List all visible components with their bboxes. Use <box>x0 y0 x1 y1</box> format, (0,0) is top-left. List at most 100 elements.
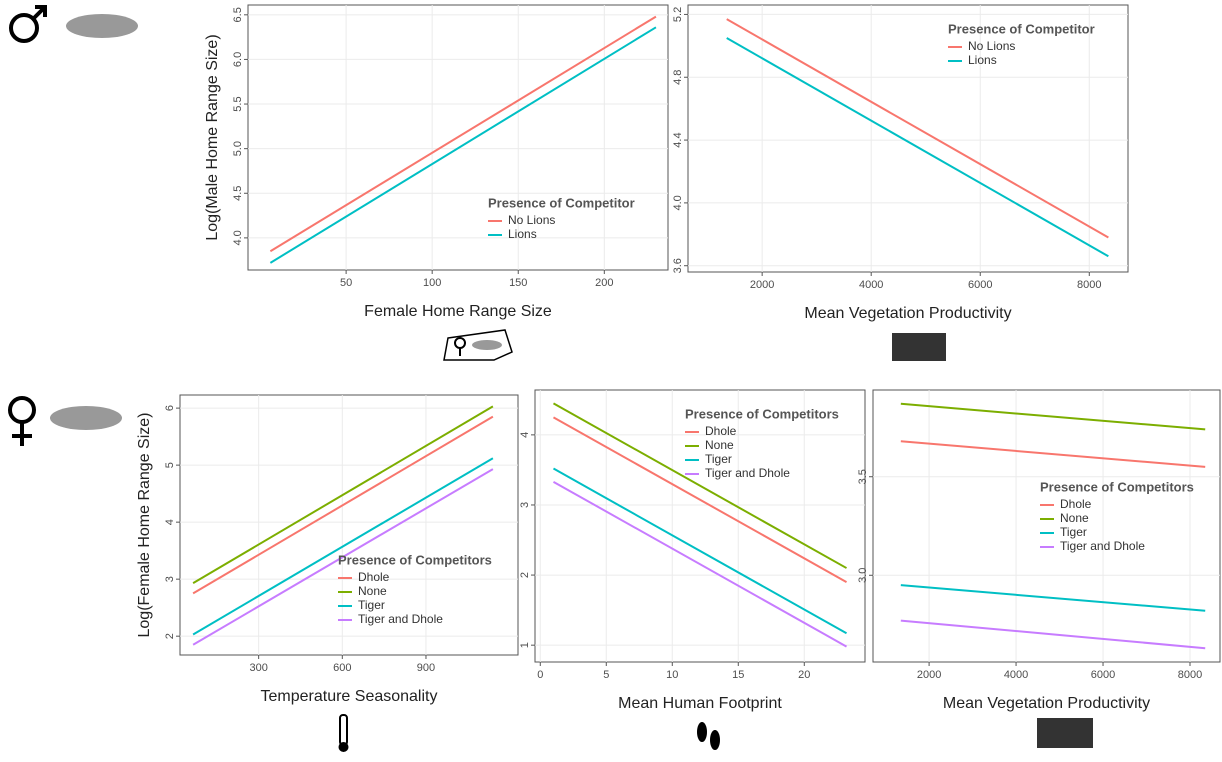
series-line <box>900 402 1206 431</box>
legend-label: None <box>358 584 387 598</box>
y-tick-label: 3.6 <box>672 258 684 273</box>
series-line <box>269 15 657 253</box>
x-axis-label: Mean Human Footprint <box>618 695 782 712</box>
y-tick-label: 4.5 <box>232 186 244 201</box>
legend-label: Dhole <box>358 570 390 584</box>
x-axis-label: Female Home Range Size <box>364 303 552 320</box>
y-tick-label: 3 <box>519 502 531 508</box>
legend-label: Tiger <box>1060 525 1087 539</box>
vegetation-icon <box>892 333 946 361</box>
y-tick-label: 3.5 <box>857 469 869 484</box>
x-axis-label: Mean Vegetation Productivity <box>804 305 1011 322</box>
footprint-icon <box>697 722 720 750</box>
legend-title: Presence of Competitor <box>948 21 1095 36</box>
series-line <box>552 402 848 569</box>
leopard-icon <box>66 14 138 38</box>
plot-panel <box>872 389 1221 663</box>
legend-title: Presence of Competitors <box>685 406 839 421</box>
legend-title: Presence of Competitors <box>338 552 492 567</box>
y-tick-label: 4.8 <box>672 70 684 85</box>
series-line <box>192 405 494 585</box>
x-tick-label: 2000 <box>750 279 774 291</box>
series-line <box>900 619 1206 650</box>
y-tick-label: 6 <box>164 405 176 411</box>
x-tick-label: 100 <box>423 277 441 289</box>
y-tick-label: 5.5 <box>232 96 244 111</box>
vegetation-icon <box>1037 718 1093 748</box>
series-line <box>192 468 494 646</box>
plot-panel <box>534 389 866 663</box>
y-tick-label: 2 <box>519 572 531 578</box>
y-tick-label: 6.0 <box>232 52 244 67</box>
x-tick-label: 150 <box>509 277 527 289</box>
x-tick-label: 20 <box>798 669 810 681</box>
x-tick-label: 300 <box>249 662 267 674</box>
legend-label: Lions <box>968 53 997 67</box>
legend-label: No Lions <box>508 213 555 227</box>
series-line <box>900 584 1206 612</box>
legend-label: Lions <box>508 227 537 241</box>
y-tick-label: 3 <box>164 576 176 582</box>
y-tick-label: 4.4 <box>672 132 684 147</box>
y-tick-label: 4.0 <box>232 230 244 245</box>
legend-label: None <box>705 438 734 452</box>
x-tick-label: 5 <box>603 669 609 681</box>
legend-label: Tiger <box>705 452 732 466</box>
y-tick-label: 5.2 <box>672 7 684 22</box>
series-line <box>552 480 848 648</box>
legend-label: Tiger and Dhole <box>1060 539 1145 553</box>
x-tick-label: 8000 <box>1077 279 1101 291</box>
series-line <box>552 467 848 635</box>
x-axis-label: Mean Vegetation Productivity <box>943 695 1150 712</box>
legend-title: Presence of Competitors <box>1040 479 1194 494</box>
x-tick-label: 4000 <box>859 279 883 291</box>
x-tick-label: 10 <box>666 669 678 681</box>
y-tick-label: 6.5 <box>232 7 244 22</box>
series-line <box>900 440 1206 468</box>
legend-label: Dhole <box>705 424 737 438</box>
y-tick-label: 2 <box>164 633 176 639</box>
x-tick-label: 50 <box>340 277 352 289</box>
y-tick-label: 3.0 <box>857 568 869 583</box>
y-tick-label: 1 <box>519 642 531 648</box>
legend-label: Tiger and Dhole <box>358 612 443 626</box>
legend-title: Presence of Competitor <box>488 195 635 210</box>
legend-label: None <box>1060 511 1089 525</box>
x-tick-label: 0 <box>537 669 543 681</box>
series-line <box>192 457 494 636</box>
thermometer-icon <box>338 714 349 752</box>
series-line <box>726 18 1109 239</box>
legend-label: Tiger and Dhole <box>705 466 790 480</box>
y-tick-label: 5 <box>164 462 176 468</box>
series-line <box>726 37 1109 258</box>
plot-panel <box>179 394 519 656</box>
x-tick-label: 600 <box>333 662 351 674</box>
legend-label: Dhole <box>1060 497 1092 511</box>
x-tick-label: 200 <box>595 277 613 289</box>
x-axis-label: Temperature Seasonality <box>261 688 438 705</box>
series-line <box>552 416 848 583</box>
x-tick-label: 15 <box>732 669 744 681</box>
series-line <box>269 26 657 264</box>
leopard-icon <box>50 406 122 430</box>
y-axis-label: Log(Male Home Range Size) <box>204 34 221 240</box>
plot-panel <box>687 4 1129 273</box>
male-icon <box>9 5 47 43</box>
x-tick-label: 900 <box>417 662 435 674</box>
series-line <box>192 415 494 595</box>
x-tick-label: 6000 <box>1091 669 1115 681</box>
female-range-icon <box>443 329 513 361</box>
female-icon <box>8 396 36 446</box>
y-tick-label: 4 <box>519 432 531 438</box>
legend-label: Tiger <box>358 598 385 612</box>
x-tick-label: 8000 <box>1178 669 1202 681</box>
x-tick-label: 6000 <box>968 279 992 291</box>
y-tick-label: 5.0 <box>232 141 244 156</box>
y-tick-label: 4 <box>164 519 176 525</box>
legend-label: No Lions <box>968 39 1015 53</box>
x-tick-label: 2000 <box>917 669 941 681</box>
y-axis-label: Log(Female Home Range Size) <box>136 413 153 638</box>
x-tick-label: 4000 <box>1004 669 1028 681</box>
